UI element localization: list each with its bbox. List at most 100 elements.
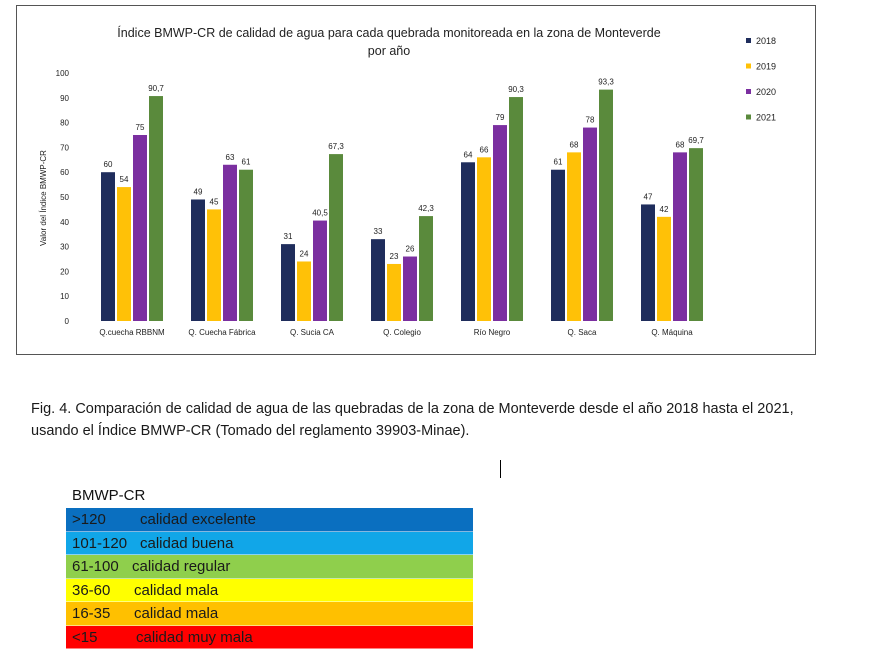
bar-2020-0 <box>133 135 147 321</box>
legend-label-2021: 2021 <box>756 113 776 123</box>
bmwp-range: 36-60 <box>72 581 111 599</box>
bar-2020-6 <box>673 152 687 321</box>
data-label-2020-0: 75 <box>136 123 145 132</box>
bmwp-row: 36-60 calidad mala <box>66 578 473 602</box>
y-tick-label: 30 <box>60 243 69 252</box>
y-tick-label: 80 <box>60 119 69 128</box>
legend-label-2020: 2020 <box>756 87 776 97</box>
bmwp-description: calidad regular <box>132 558 231 575</box>
data-label-2021-4: 90,3 <box>508 85 524 94</box>
bar-2019-0 <box>117 187 131 321</box>
bar-2019-3 <box>387 263 401 321</box>
y-tick-label: 20 <box>60 267 69 276</box>
category-label: Q. Máquina <box>651 328 693 337</box>
bar-2021-0 <box>149 96 163 322</box>
bar-2021-6 <box>689 148 703 321</box>
bmwp-description: calidad mala <box>134 605 219 622</box>
bar-2020-5 <box>583 127 597 321</box>
category-label: Q. Saca <box>568 328 597 337</box>
bmwp-legend-title: BMWP-CR <box>72 487 146 504</box>
data-label-2021-6: 69,7 <box>688 136 704 145</box>
bar-2021-3 <box>419 216 433 321</box>
bmwp-range: >120 <box>72 511 106 528</box>
bar-2021-2 <box>329 154 343 321</box>
legend-label-2018: 2018 <box>756 36 776 46</box>
data-label-2018-5: 61 <box>554 158 563 167</box>
bar-2018-0 <box>101 172 115 321</box>
y-axis-ticks: 0 10 20 30 40 50 60 70 80 90 100 <box>56 69 70 326</box>
data-label-2019-3: 23 <box>390 252 399 261</box>
bmwp-description: calidad muy mala <box>136 628 253 646</box>
data-label-2021-1: 61 <box>242 158 251 167</box>
bmwp-row: 16-35 calidad mala <box>66 602 473 626</box>
category-label: Q. Colegio <box>383 328 421 337</box>
bars <box>101 89 703 322</box>
bmwp-range: 101-120 <box>72 534 128 552</box>
category-labels: Q.cuecha RBBNM Q. Cuecha Fábrica Q. Sucia … <box>99 328 693 337</box>
data-label-2021-0: 90,7 <box>148 84 164 93</box>
chart-title-line-1: Índice BMWP-CR de calidad de agua para c… <box>117 25 660 40</box>
data-label-2019-1: 45 <box>210 197 219 206</box>
data-label-2018-1: 49 <box>194 187 203 196</box>
bar-2021-5 <box>599 89 613 321</box>
category-label: Río Negro <box>474 328 511 337</box>
text-cursor <box>500 460 501 478</box>
bar-2018-2 <box>281 244 295 321</box>
data-label-2021-5: 93,3 <box>598 78 614 87</box>
bmwp-range: 61-100 <box>72 558 119 575</box>
y-tick-label: 100 <box>56 69 70 78</box>
data-label-2020-4: 79 <box>496 113 505 122</box>
y-axis-title: Valor del Índice BMWP-CR <box>39 150 48 246</box>
bmwp-row: <15 calidad muy mala <box>66 625 473 649</box>
y-tick-label: 0 <box>65 317 70 326</box>
data-label-2019-5: 68 <box>570 140 579 149</box>
bar-2019-1 <box>207 209 221 321</box>
data-label-2018-6: 47 <box>644 192 653 201</box>
bar-2021-4 <box>509 97 523 321</box>
bar-2018-5 <box>551 169 565 321</box>
data-label-2018-3: 33 <box>374 227 383 236</box>
bmwp-description: calidad excelente <box>140 511 256 528</box>
data-label-2019-4: 66 <box>480 145 489 154</box>
data-labels: 60 54 75 90,7 49 45 63 61 31 24 40,5 67,3 33 23 26 42,3… <box>104 78 705 261</box>
bar-chart: Índice BMWP-CR de calidad de agua para c… <box>39 25 776 337</box>
bar-2019-4 <box>477 157 491 321</box>
data-label-2021-2: 67,3 <box>328 142 344 151</box>
data-label-2020-1: 63 <box>226 153 235 162</box>
category-label: Q.cuecha RBBNM <box>99 328 165 337</box>
legend-swatch-2021 <box>746 114 751 120</box>
figure-caption: Fig. 4. Comparación de calidad de agua d… <box>31 401 794 439</box>
data-label-2021-3: 42,3 <box>418 204 434 213</box>
bar-2019-5 <box>567 152 581 321</box>
bmwp-description: calidad buena <box>140 534 234 552</box>
y-tick-label: 40 <box>60 218 69 227</box>
bar-2020-4 <box>493 125 507 321</box>
bmwp-row: 61-100 calidad regular <box>66 555 473 579</box>
bmwp-range: 16-35 <box>72 605 111 622</box>
bar-2019-6 <box>657 216 671 321</box>
legend-label-2019: 2019 <box>756 62 776 72</box>
y-tick-label: 60 <box>60 168 69 177</box>
data-label-2018-2: 31 <box>284 232 293 241</box>
bmwp-range: <15 <box>72 628 98 646</box>
legend-swatch-2018 <box>746 38 751 43</box>
y-tick-label: 70 <box>60 143 69 152</box>
y-tick-label: 50 <box>60 193 69 202</box>
data-label-2018-4: 64 <box>464 150 473 159</box>
data-label-2020-2: 40,5 <box>312 209 328 218</box>
data-label-2019-6: 42 <box>660 205 669 214</box>
y-tick-label: 10 <box>60 292 69 301</box>
data-label-2020-5: 78 <box>586 116 595 125</box>
bar-2018-6 <box>641 204 655 321</box>
bmwp-row: 101-120 calidad buena <box>66 531 473 555</box>
y-tick-label: 90 <box>60 94 69 103</box>
data-label-2018-0: 60 <box>104 160 113 169</box>
data-label-2020-6: 68 <box>676 140 685 149</box>
category-label: Q. Sucia CA <box>290 328 335 337</box>
bar-2018-3 <box>371 239 385 321</box>
bar-2018-4 <box>461 162 475 321</box>
data-label-2019-2: 24 <box>300 249 309 258</box>
bar-2020-3 <box>403 256 417 321</box>
chart-title-line-2: por año <box>368 44 410 58</box>
data-label-2019-0: 54 <box>120 175 129 184</box>
